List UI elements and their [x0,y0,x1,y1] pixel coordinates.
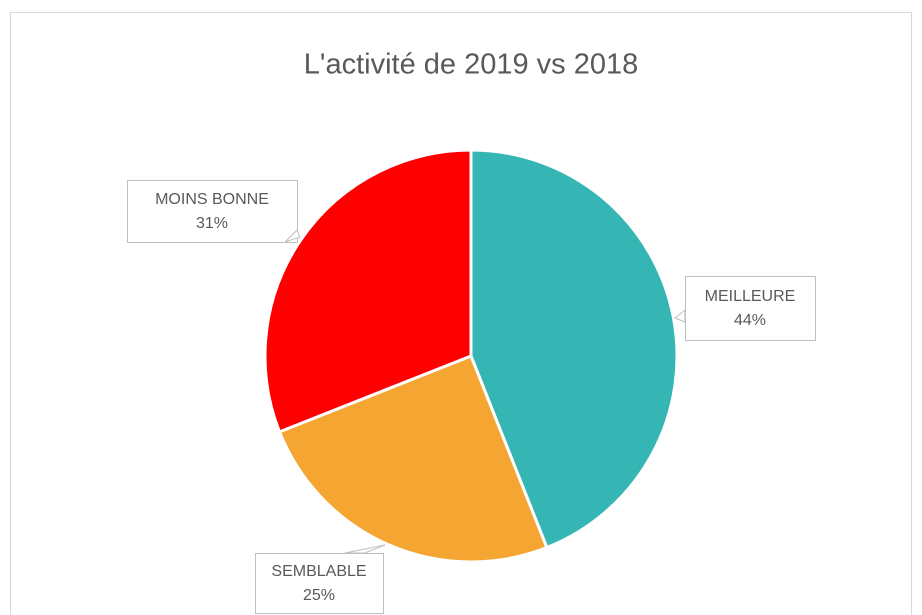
data-label-pointer [284,229,301,243]
chart-title: L'activité de 2019 vs 2018 [304,49,638,81]
data-label-box [127,180,298,243]
pie-slice [263,148,473,434]
pie-slice [277,354,549,564]
data-label-box [685,276,816,341]
pie-slice [469,148,679,550]
data-label-value: 44% [734,312,766,329]
data-label-category: MOINS BONNE [155,191,269,208]
data-label-value: 25% [303,587,335,604]
data-label-box [255,553,384,614]
data-label-category: MEILLEURE [705,288,796,305]
data-label-value: 31% [196,215,228,232]
data-label-pointer [674,308,686,323]
data-label-category: SEMBLABLE [271,563,366,580]
data-label-pointer [344,544,386,554]
